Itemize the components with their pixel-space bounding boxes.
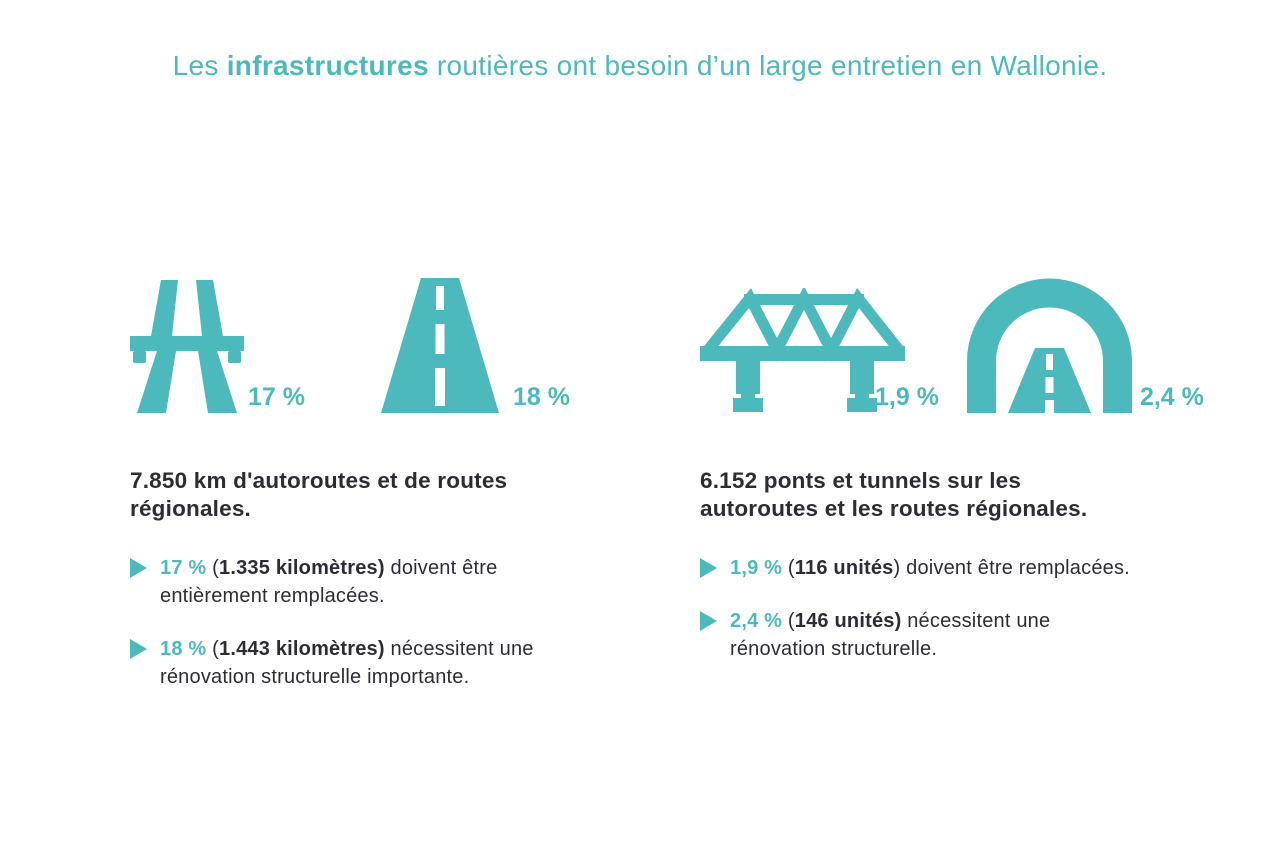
bullet-item: 2,4 % (146 unités) nécessitent une rénov… — [700, 607, 1245, 663]
road-icon — [380, 278, 499, 413]
stat-value: 1.335 kilomètres) — [219, 556, 385, 579]
tunnel-icon — [966, 278, 1132, 413]
bullet-item: 17 % (1.335 kilomètres) doivent être ent… — [130, 554, 610, 610]
bridge-stat-label: 1,9 % — [875, 383, 939, 411]
stat-paren: ( — [206, 637, 220, 660]
roads-bullets: 17 % (1.335 kilomètres) doivent être ent… — [130, 554, 610, 691]
title-part2: routières ont besoin d’un large entretie… — [428, 50, 1108, 81]
section-bridges-tunnels: 1,9 % 2,4 % 6.152 ponts et tunnels sur l… — [700, 277, 1245, 688]
stat-description: nécessitent une rénovation structurelle. — [730, 609, 1051, 660]
road-figure: 18 % — [380, 278, 570, 413]
triangle-bullet-icon — [700, 610, 717, 631]
stat-percent: 17 % — [160, 556, 207, 579]
bullet-text: 2,4 % (146 unités) nécessitent une rénov… — [730, 607, 1050, 663]
stat-paren: ( — [782, 609, 795, 632]
triangle-bullet-icon — [130, 638, 147, 659]
stat-value: 1.443 kilomètres) — [219, 637, 385, 660]
page-title: Les infrastructures routières ont besoin… — [0, 50, 1280, 82]
stat-value: 116 unités — [794, 556, 894, 579]
triangle-bullet-icon — [700, 557, 717, 578]
motorway-stat-label: 17 % — [248, 383, 305, 411]
section-roads: 17 % 18 % 7.850 km d'autoroutes et de ro… — [130, 277, 610, 716]
stat-description: doivent être entièrement remplacées. — [160, 556, 498, 607]
bullet-text: 18 % (1.443 kilomètres) nécessitent une … — [160, 635, 534, 691]
bullet-text: 1,9 % (116 unités) doivent être remplacé… — [730, 554, 1130, 582]
stat-percent: 1,9 % — [730, 556, 783, 579]
triangle-bullet-icon — [130, 557, 147, 578]
title-emphasis: infrastructures — [226, 50, 429, 81]
tunnel-stat-label: 2,4 % — [1139, 383, 1204, 411]
stat-description: nécessitent une rénovation structurelle … — [160, 637, 534, 688]
stat-paren: ( — [782, 556, 795, 579]
bullet-item: 18 % (1.443 kilomètres) nécessitent une … — [130, 635, 610, 691]
roads-icons-row: 17 % 18 % — [130, 277, 610, 413]
motorway-icon — [130, 280, 244, 413]
motorway-figure: 17 % — [130, 280, 305, 413]
tunnel-figure: 2,4 % — [966, 278, 1204, 413]
title-part1: Les — [172, 50, 227, 81]
stat-value: 146 unités) — [794, 609, 902, 632]
bridges-bullets: 1,9 % (116 unités) doivent être remplacé… — [700, 554, 1245, 663]
bridge-figure: 1,9 % — [700, 288, 939, 413]
stat-percent: 2,4 % — [730, 609, 783, 632]
bridges-heading: 6.152 ponts et tunnels sur les autoroute… — [700, 468, 1088, 521]
stat-description: ) doivent être remplacées. — [893, 556, 1130, 579]
bullet-text: 17 % (1.335 kilomètres) doivent être ent… — [160, 554, 497, 610]
road-stat-label: 18 % — [512, 383, 570, 411]
roads-heading: 7.850 km d'autoroutes et de routes régio… — [130, 468, 508, 521]
stat-paren: ( — [206, 556, 220, 579]
bullet-item: 1,9 % (116 unités) doivent être remplacé… — [700, 554, 1245, 582]
bridge-icon — [700, 288, 905, 412]
stat-percent: 18 % — [160, 637, 207, 660]
bridges-icons-row: 1,9 % 2,4 % — [700, 277, 1245, 413]
